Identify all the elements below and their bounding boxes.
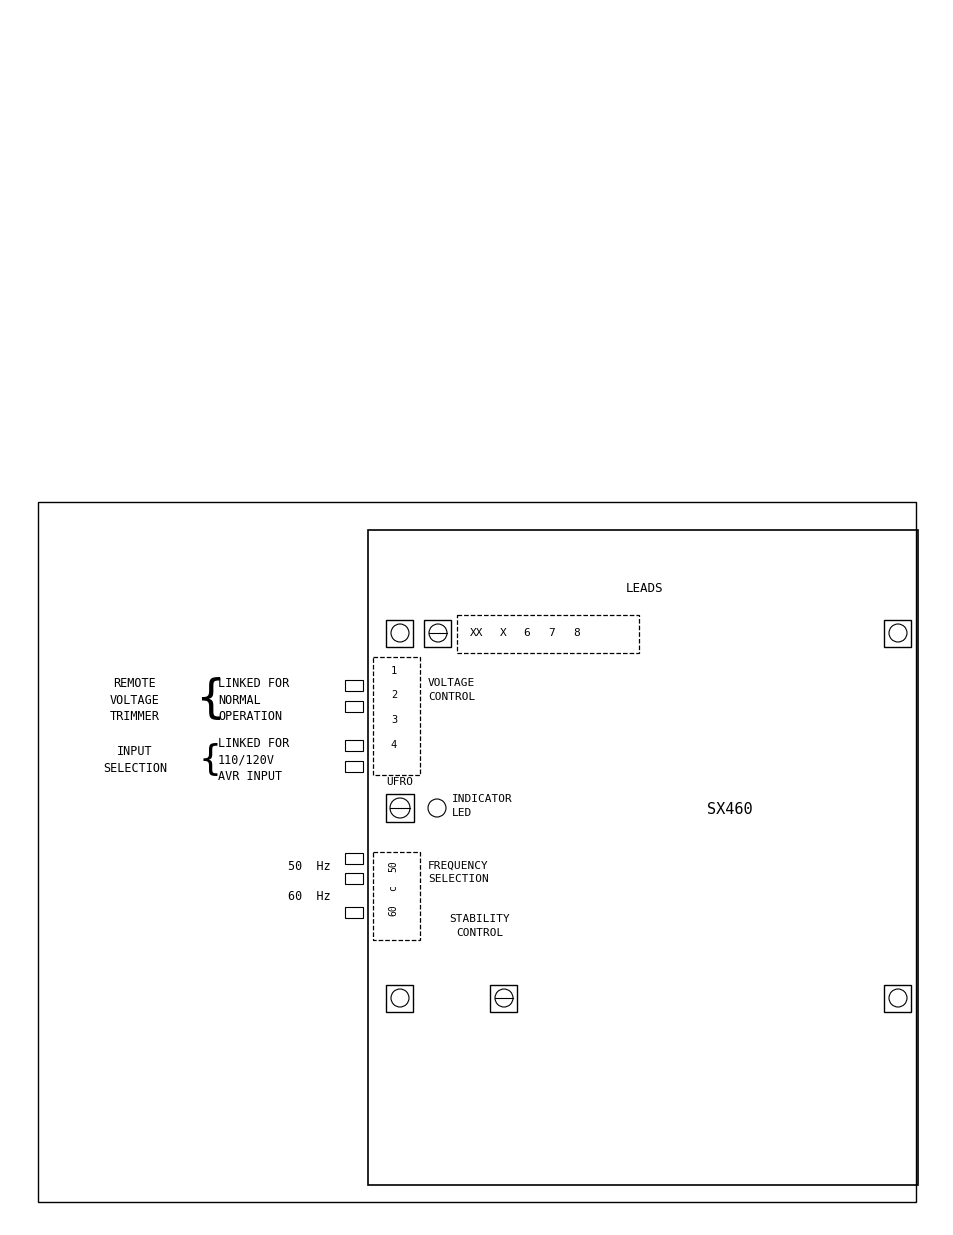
Text: INPUT
SELECTION: INPUT SELECTION	[103, 745, 167, 774]
Text: 4: 4	[391, 740, 396, 750]
Bar	[373, 852, 419, 940]
Bar	[38, 501, 915, 1202]
Text: LEADS: LEADS	[625, 582, 663, 594]
Bar	[373, 657, 419, 776]
Text: STABILITY
CONTROL: STABILITY CONTROL	[449, 914, 510, 937]
Bar	[883, 984, 910, 1011]
Text: 1: 1	[391, 666, 396, 676]
Bar	[345, 852, 363, 863]
Bar	[386, 794, 414, 823]
Bar	[345, 700, 363, 711]
Text: 60  Hz: 60 Hz	[288, 889, 331, 903]
Bar	[345, 679, 363, 690]
Bar	[883, 620, 910, 646]
Text: REMOTE
VOLTAGE
TRIMMER: REMOTE VOLTAGE TRIMMER	[110, 677, 160, 722]
Text: 2: 2	[391, 690, 396, 700]
Text: LINKED FOR
110/120V
AVR INPUT: LINKED FOR 110/120V AVR INPUT	[218, 737, 289, 783]
Bar	[345, 872, 363, 883]
Text: VOLTAGE
CONTROL: VOLTAGE CONTROL	[428, 678, 475, 701]
Text: 6: 6	[523, 629, 530, 638]
Text: INDICATOR
LED: INDICATOR LED	[452, 794, 512, 818]
Text: 50  Hz: 50 Hz	[288, 860, 331, 872]
Text: {: {	[194, 678, 225, 722]
Bar	[456, 615, 639, 653]
Bar	[386, 984, 413, 1011]
Text: 7: 7	[548, 629, 555, 638]
Text: 50: 50	[388, 860, 397, 872]
Bar	[345, 740, 363, 751]
Text: 60: 60	[388, 904, 397, 916]
Bar	[424, 620, 451, 646]
Text: FREQUENCY
SELECTION: FREQUENCY SELECTION	[428, 861, 488, 883]
Text: LINKED FOR
NORMAL
OPERATION: LINKED FOR NORMAL OPERATION	[218, 677, 289, 722]
Text: c: c	[388, 885, 397, 890]
Bar	[386, 620, 413, 646]
Text: SX460: SX460	[706, 803, 752, 818]
Text: 3: 3	[391, 715, 396, 725]
Bar	[490, 984, 517, 1011]
Text: X: X	[499, 629, 506, 638]
Bar	[345, 906, 363, 918]
Text: {: {	[198, 743, 221, 777]
Bar	[368, 530, 917, 1186]
Text: XX: XX	[470, 629, 483, 638]
Text: 8: 8	[573, 629, 579, 638]
Text: UFRO: UFRO	[386, 777, 413, 787]
Bar	[345, 761, 363, 772]
